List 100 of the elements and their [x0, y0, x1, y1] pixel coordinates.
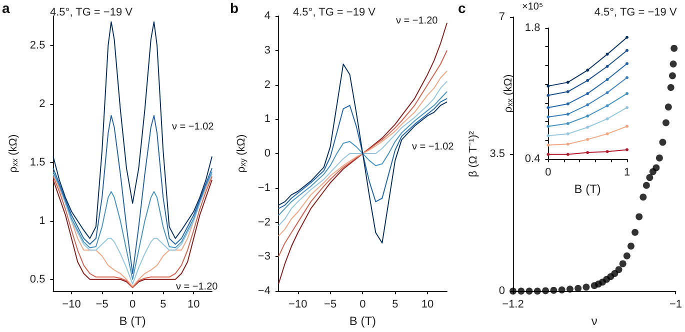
point	[615, 266, 622, 274]
x-tick-label: 0	[130, 298, 136, 311]
point	[646, 174, 654, 182]
text: b	[230, 0, 239, 16]
point	[586, 92, 590, 96]
y-tick-label: 1	[264, 113, 270, 126]
point	[558, 286, 566, 294]
point	[662, 119, 670, 126]
point	[546, 124, 550, 128]
point	[546, 152, 550, 156]
line-series	[546, 48, 628, 97]
y-tick-label: 2	[264, 78, 270, 91]
text: ×10⁵	[522, 2, 544, 12]
point	[586, 103, 590, 106]
point	[652, 164, 660, 172]
point	[626, 148, 628, 152]
point	[546, 115, 550, 118]
x-tick-label: −5	[324, 298, 337, 311]
chart-title: 4.5°, TG = −19 V	[293, 6, 376, 18]
text: c	[458, 0, 466, 16]
point	[667, 84, 674, 91]
point	[626, 106, 628, 110]
point	[566, 132, 570, 136]
x-tick-label: 5	[392, 298, 398, 311]
point	[670, 60, 677, 68]
point	[626, 62, 628, 66]
x-tick-label: 5	[160, 298, 166, 311]
y-axis-title: ρxx (kΩ)	[502, 74, 514, 113]
x-axis-title: B (T)	[574, 182, 601, 196]
y-tick-label: 2	[39, 98, 46, 110]
x-axis-title: ν	[591, 314, 598, 328]
point	[566, 286, 574, 293]
point	[606, 91, 609, 94]
point	[534, 288, 541, 295]
point	[626, 76, 628, 80]
point	[582, 284, 590, 291]
point	[626, 92, 628, 96]
point	[606, 64, 609, 68]
x-tick-label: −5	[96, 298, 108, 311]
y-tick-label: 1.8	[524, 22, 540, 34]
point	[566, 90, 570, 94]
point	[626, 48, 628, 52]
point	[606, 150, 609, 154]
x-tick-label: 0	[360, 298, 366, 311]
point	[606, 104, 609, 108]
chart-title: 4.5°, TG = −19 V	[594, 6, 678, 18]
point	[626, 124, 628, 128]
line-series	[546, 62, 628, 110]
y-axis-title: β (Ω T⁻¹)²	[467, 130, 480, 178]
line-series	[546, 36, 628, 88]
point	[546, 84, 550, 88]
point	[586, 126, 590, 129]
y-tick-label: 3	[264, 44, 270, 56]
x-tick-label: −1.2	[502, 298, 524, 311]
y-tick-label: 1	[39, 214, 46, 227]
point	[566, 152, 570, 156]
y-tick-label: 1.5	[30, 156, 46, 168]
point	[606, 78, 609, 82]
y-tick-label: 4	[264, 10, 270, 22]
point	[566, 142, 570, 146]
point	[656, 154, 663, 162]
point	[546, 134, 550, 138]
point	[619, 260, 626, 268]
y-tick-label: −1	[258, 182, 270, 194]
point	[636, 213, 643, 220]
point	[611, 270, 618, 277]
point	[632, 228, 639, 236]
point	[586, 114, 590, 118]
point	[627, 242, 634, 250]
y-tick-label: −3	[258, 250, 270, 263]
point	[623, 252, 630, 260]
point	[586, 138, 590, 141]
y-tick-label: −4	[258, 285, 270, 298]
point	[626, 36, 628, 39]
text: a	[2, 0, 10, 16]
line-series	[546, 124, 628, 147]
annotation: ν = −1.20	[176, 282, 218, 292]
y-tick-label: 0	[264, 148, 270, 160]
x-tick-label: 10	[421, 298, 434, 311]
point	[566, 102, 570, 106]
y-axis-title: ρxy (kΩ)	[236, 134, 248, 173]
y-tick-label: 2.5	[30, 39, 46, 52]
point	[664, 104, 672, 111]
point	[574, 284, 582, 292]
point	[642, 182, 650, 189]
x-tick-label: −10	[62, 298, 81, 311]
line-series	[52, 21, 212, 239]
line-series	[52, 115, 212, 274]
point	[566, 112, 570, 116]
point	[550, 286, 558, 294]
point	[546, 144, 550, 147]
y-tick-label: −2	[258, 216, 270, 228]
point	[518, 288, 525, 295]
point	[566, 80, 570, 84]
x-tick-label: −1	[669, 298, 682, 311]
chart-title: 4.5°, TG = −19 V	[50, 6, 134, 18]
point	[668, 72, 676, 80]
point	[510, 288, 516, 295]
point	[526, 288, 533, 295]
point	[640, 194, 647, 201]
